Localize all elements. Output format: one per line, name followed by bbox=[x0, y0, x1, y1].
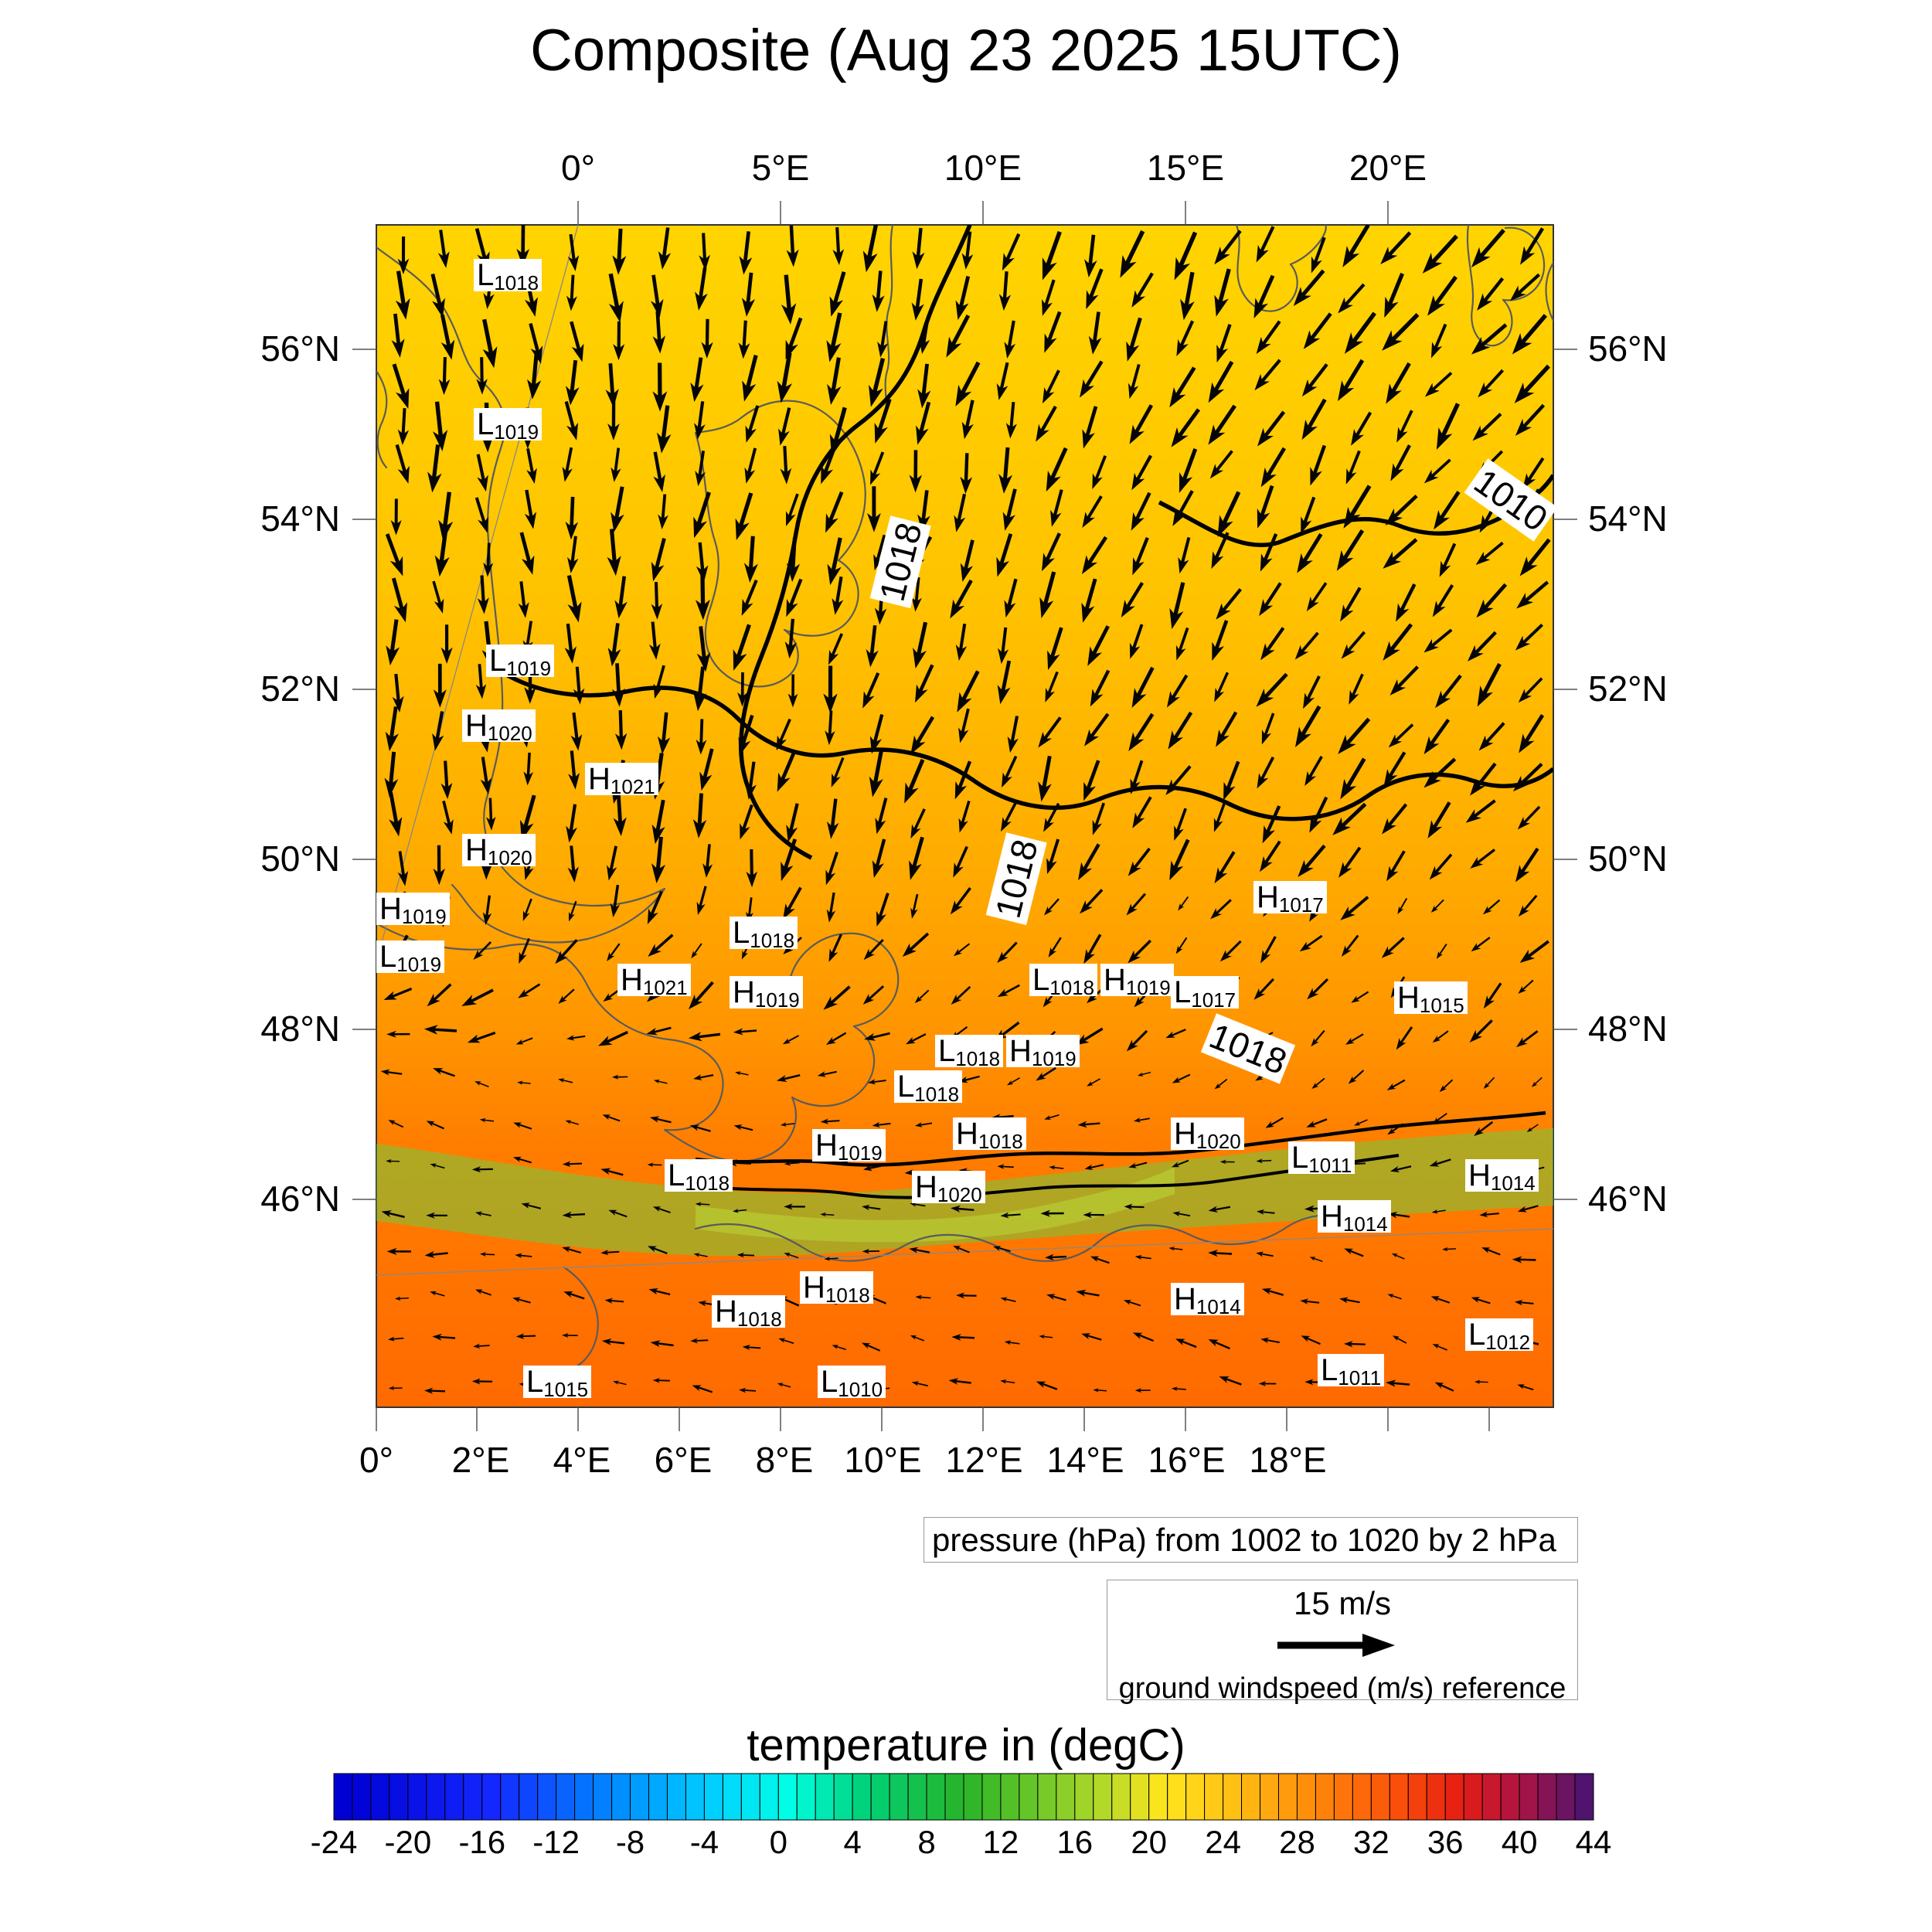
svg-text:-8: -8 bbox=[616, 1824, 645, 1860]
svg-text:28: 28 bbox=[1279, 1824, 1315, 1860]
svg-text:-16: -16 bbox=[458, 1824, 505, 1860]
svg-text:40: 40 bbox=[1502, 1824, 1538, 1860]
svg-text:44: 44 bbox=[1576, 1824, 1612, 1860]
svg-text:-20: -20 bbox=[385, 1824, 432, 1860]
svg-text:8: 8 bbox=[917, 1824, 935, 1860]
svg-text:24: 24 bbox=[1205, 1824, 1241, 1860]
svg-text:-24: -24 bbox=[311, 1824, 358, 1860]
svg-text:0: 0 bbox=[770, 1824, 787, 1860]
svg-text:4: 4 bbox=[844, 1824, 862, 1860]
svg-text:-12: -12 bbox=[532, 1824, 580, 1860]
svg-text:-4: -4 bbox=[690, 1824, 719, 1860]
svg-text:12: 12 bbox=[983, 1824, 1019, 1860]
svg-text:20: 20 bbox=[1131, 1824, 1167, 1860]
svg-text:16: 16 bbox=[1056, 1824, 1093, 1860]
svg-text:32: 32 bbox=[1353, 1824, 1389, 1860]
svg-text:36: 36 bbox=[1427, 1824, 1464, 1860]
